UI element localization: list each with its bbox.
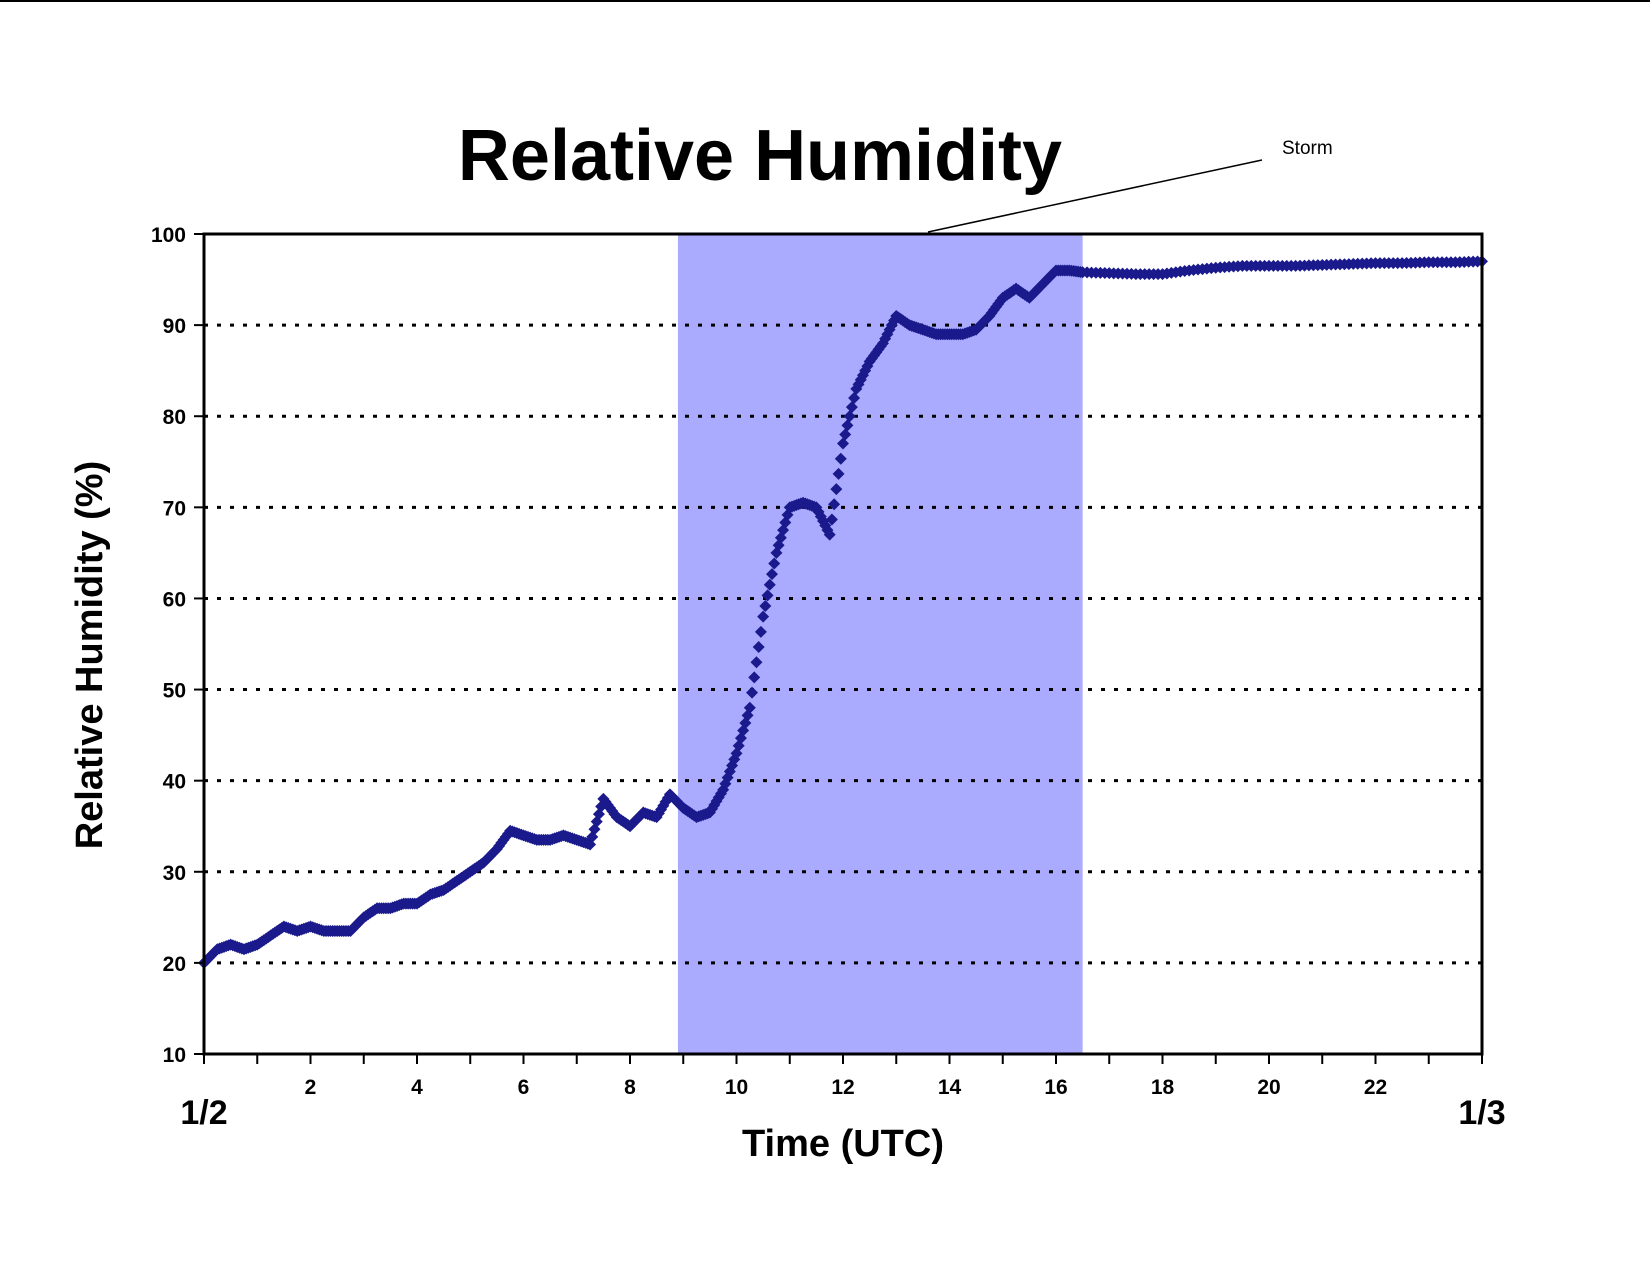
x-tick-label: 12: [831, 1076, 854, 1099]
data-point: [828, 498, 841, 511]
y-tick-label: 10: [163, 1044, 186, 1067]
data-point: [752, 641, 765, 654]
chart-title: Relative Humidity: [458, 116, 1062, 196]
y-tick-label: 60: [163, 588, 186, 611]
data-point: [825, 513, 838, 526]
y-axis-label: Relative Humidity (%): [69, 461, 111, 850]
data-point: [841, 419, 854, 432]
data-point: [768, 557, 781, 570]
data-point: [848, 392, 861, 404]
data-point: [837, 437, 849, 450]
data-point: [830, 483, 843, 496]
storm-annotation-leader: [927, 159, 1263, 233]
x-tick-label: 8: [624, 1076, 636, 1099]
data-point: [843, 410, 856, 423]
x-tick-label: 14: [938, 1076, 962, 1099]
data-point: [754, 625, 767, 638]
x-tick-label: 4: [411, 1076, 423, 1099]
data-point: [812, 505, 825, 518]
data-point: [832, 467, 845, 480]
x-tick-label: 16: [1044, 1076, 1067, 1099]
data-point: [750, 656, 763, 669]
y-tick-label: 90: [163, 315, 186, 338]
y-tick-label: 20: [163, 953, 186, 976]
y-tick-label: 30: [163, 862, 186, 885]
data-point: [748, 671, 761, 684]
x-tick-label: 22: [1364, 1076, 1387, 1099]
data-point: [839, 428, 852, 441]
data-point: [823, 528, 836, 541]
date-label-end: 1/3: [1458, 1094, 1505, 1132]
data-point: [763, 578, 776, 591]
data-point: [761, 589, 774, 602]
storm-annotation-label: Storm: [1282, 138, 1333, 159]
data-point: [834, 452, 847, 465]
y-tick-label: 50: [163, 680, 186, 703]
x-tick-label: 6: [518, 1076, 530, 1099]
y-tick-label: 40: [163, 771, 186, 794]
storm-period-shading: [677, 234, 1083, 1054]
x-tick-label: 20: [1257, 1076, 1280, 1099]
data-point: [746, 686, 759, 699]
x-axis-label: Time (UTC): [742, 1123, 944, 1165]
data-point: [743, 701, 756, 714]
top-border-line: [0, 0, 1650, 2]
data-point: [759, 600, 772, 613]
data-point: [766, 568, 778, 581]
y-tick-label: 80: [163, 406, 186, 429]
x-tick-label: 10: [725, 1076, 748, 1099]
date-label-start: 1/2: [180, 1094, 227, 1132]
y-tick-label: 100: [151, 224, 186, 247]
data-point: [757, 610, 770, 623]
x-tick-label: 18: [1151, 1076, 1175, 1099]
x-tick-label: 2: [305, 1076, 317, 1099]
y-tick-label: 70: [163, 497, 186, 520]
data-point: [845, 401, 858, 414]
